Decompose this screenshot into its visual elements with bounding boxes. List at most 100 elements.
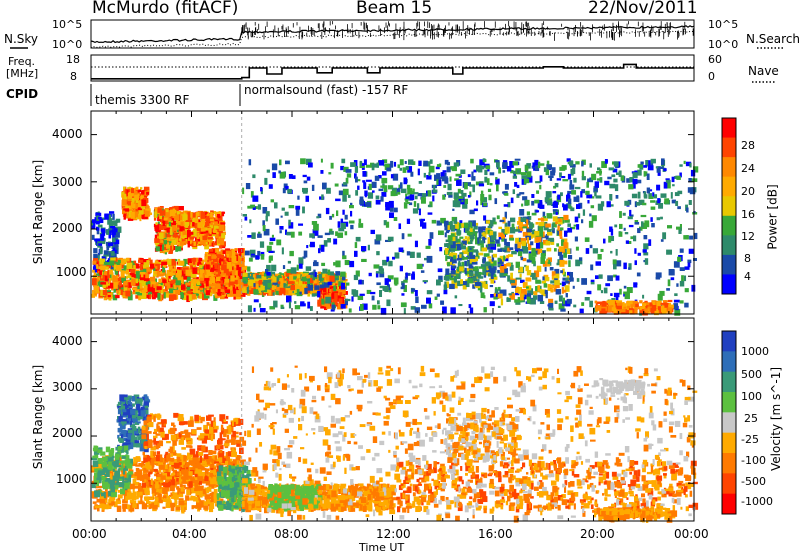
power-cell — [274, 202, 278, 209]
power-cell — [537, 218, 542, 221]
power-cell — [170, 236, 175, 240]
power-cell — [272, 172, 276, 179]
power-cell — [540, 217, 545, 222]
power-cell — [375, 271, 382, 274]
power-cell — [164, 263, 167, 268]
power-cell — [317, 290, 321, 298]
power-cell — [205, 219, 210, 227]
power-cell — [208, 233, 213, 236]
power-cell — [558, 230, 563, 237]
power-cell — [406, 184, 411, 190]
power-cell — [135, 271, 141, 278]
power-cell — [221, 211, 225, 217]
power-cell — [387, 236, 394, 242]
power-cell — [312, 289, 315, 294]
power-cell — [225, 284, 231, 287]
power-cell — [296, 289, 300, 296]
power-cell — [567, 190, 573, 194]
power-cell — [293, 290, 300, 294]
power-cell — [488, 273, 492, 277]
power-cell — [320, 303, 325, 309]
power-cell — [165, 210, 171, 217]
power-cell — [222, 250, 226, 254]
power-cell — [132, 203, 138, 208]
power-cell — [178, 206, 184, 211]
power-cell — [340, 271, 346, 277]
power-cell — [149, 259, 153, 265]
power-cell — [303, 180, 308, 184]
power-cell — [497, 263, 502, 267]
power-cell — [660, 193, 667, 198]
power-cell — [304, 288, 308, 294]
power-cell — [328, 230, 334, 235]
power-cell — [339, 286, 342, 290]
power-cell — [484, 284, 488, 289]
power-cell — [230, 270, 233, 275]
power-cell — [92, 219, 96, 224]
power-cell — [534, 270, 540, 278]
power-cell — [100, 265, 106, 271]
station-title: McMurdo (fitACF) — [92, 0, 239, 18]
power-cell — [200, 290, 203, 294]
power-cell — [504, 238, 507, 246]
power-cell — [548, 307, 554, 311]
power-cell — [365, 179, 372, 182]
power-cell — [177, 220, 182, 226]
power-cell — [526, 270, 532, 276]
power-cell — [238, 278, 244, 284]
power-cell — [538, 248, 543, 253]
power-cell — [236, 264, 242, 271]
power-cell — [110, 251, 115, 256]
power-cell — [311, 279, 316, 284]
power-cell — [665, 178, 670, 181]
power-cell — [615, 195, 619, 199]
power-cell — [214, 249, 219, 253]
power-cell — [509, 293, 515, 300]
power-cell — [472, 220, 476, 227]
power-cell — [401, 188, 407, 194]
power-cell — [170, 226, 173, 230]
power-cell — [231, 255, 237, 263]
power-cell — [223, 282, 230, 286]
power-cell — [597, 203, 604, 211]
power-cell — [197, 240, 201, 243]
power-cell — [102, 275, 107, 280]
power-cell — [321, 298, 325, 305]
power-cell — [636, 272, 641, 277]
power-cell — [555, 273, 560, 279]
power-cell — [181, 290, 186, 298]
power-cell — [529, 298, 536, 305]
power-cell — [633, 282, 638, 288]
power-cell — [462, 284, 467, 290]
power-cell — [323, 286, 327, 293]
power-cell — [568, 255, 573, 260]
power-cell — [401, 283, 405, 289]
power-cell — [108, 214, 112, 221]
power-cell — [643, 171, 646, 177]
power-cell — [221, 261, 224, 267]
power-cell — [498, 286, 501, 291]
power-cell — [503, 258, 509, 262]
power-cell — [267, 282, 272, 288]
power-cell — [538, 230, 544, 238]
power-cell — [522, 226, 527, 229]
power-cell — [213, 221, 218, 226]
power-cell — [648, 193, 652, 199]
power-cbar-tick: 16 — [741, 208, 755, 221]
power-cell — [482, 233, 487, 239]
power-cell — [518, 223, 523, 227]
power-cell — [636, 202, 641, 206]
power-cell — [651, 305, 657, 311]
power-cell — [427, 190, 432, 197]
power-cell — [420, 270, 425, 273]
power-cell — [182, 267, 189, 272]
power-cell — [590, 279, 595, 282]
power-cell — [569, 272, 574, 279]
power-cell — [506, 254, 510, 259]
power-cell — [683, 235, 689, 240]
power-cell — [106, 251, 112, 257]
power-cell — [263, 279, 269, 286]
power-cell — [475, 222, 479, 226]
power-cell — [188, 263, 194, 266]
power-cell — [483, 275, 487, 278]
